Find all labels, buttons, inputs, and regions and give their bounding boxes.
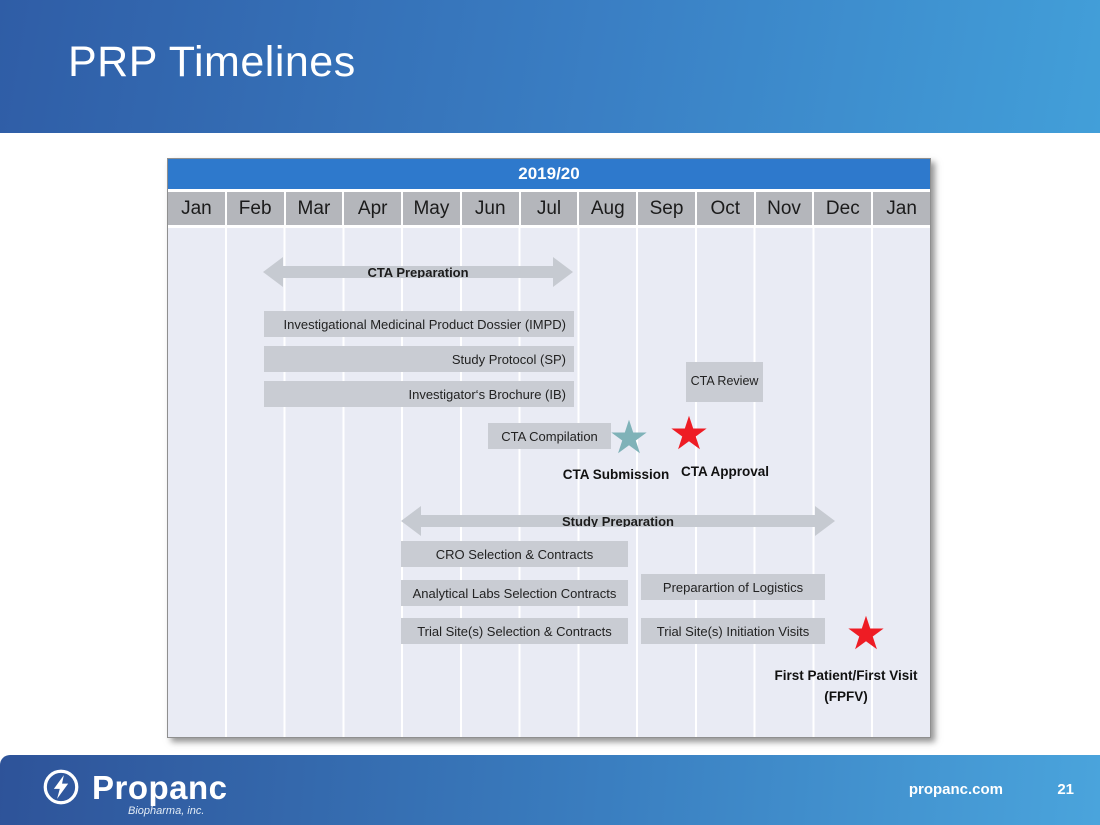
propanc-wordmark: Propanc <box>92 768 228 806</box>
month-cell: Oct <box>696 192 754 225</box>
fpfv-label-line1: First Patient/First Visit <box>774 668 918 683</box>
month-cell: Apr <box>344 192 402 225</box>
slide-header-band: PRP Timelines <box>0 0 1100 133</box>
page-title: PRP Timelines <box>68 38 356 86</box>
month-cell: Mar <box>285 192 343 225</box>
year-header: 2019/20 <box>168 159 930 189</box>
propanc-logo: Propanc <box>40 766 228 808</box>
month-cell: Feb <box>226 192 284 225</box>
cta-submission-star-icon: ★ <box>608 411 650 463</box>
page-number: 21 <box>1057 781 1074 798</box>
milestone-label-fpfv: First Patient/First Visit (FPFV) <box>761 666 931 708</box>
task-bar-trial-site-initiation: Trial Site(s) Initiation Visits <box>641 618 825 644</box>
month-header-row: Jan Feb Mar Apr May Jun Jul Aug Sep Oct … <box>168 192 930 225</box>
month-cell: Sep <box>638 192 695 225</box>
month-cell: Nov <box>755 192 813 225</box>
task-bar-cta-compilation: CTA Compilation <box>488 423 611 449</box>
task-bar-cro-selection: CRO Selection & Contracts <box>401 541 628 567</box>
propanc-logo-icon <box>43 769 79 805</box>
month-cell: May <box>403 192 460 225</box>
task-bar-preparation-logistics: Preparartion of Logistics <box>641 574 825 600</box>
task-bar-analytical-labs: Analytical Labs Selection Contracts <box>401 580 628 606</box>
task-bar-impd: Investigational Medicinal Product Dossie… <box>264 311 574 337</box>
task-bar-trial-site-selection: Trial Site(s) Selection & Contracts <box>401 618 628 644</box>
month-cell: Jan <box>168 192 225 225</box>
fpfv-label-line2: (FPFV) <box>824 688 868 704</box>
slide-footer-band: Propanc Biopharma, inc. propanc.com 21 <box>0 755 1100 825</box>
month-cell: Aug <box>579 192 637 225</box>
fpfv-star-icon: ★ <box>845 607 887 659</box>
milestone-label-cta-submission: CTA Submission <box>562 467 670 482</box>
month-cell: Jan <box>873 192 930 225</box>
cta-approval-star-icon: ★ <box>668 407 710 459</box>
propanc-subtext: Biopharma, inc. <box>128 805 205 817</box>
task-bar-investigators-brochure: Investigator‘s Brochure (IB) <box>264 381 574 407</box>
month-cell: Jun <box>461 192 519 225</box>
task-bar-study-protocol: Study Protocol (SP) <box>264 346 574 372</box>
task-box-cta-review: CTA Review <box>686 362 763 402</box>
month-cell: Dec <box>814 192 872 225</box>
gantt-plot-area: CTA Preparation Investigational Medicina… <box>168 228 930 737</box>
month-cell: Jul <box>520 192 578 225</box>
gantt-chart: 2019/20 Jan Feb Mar Apr May Jun Jul Aug … <box>167 158 931 738</box>
footer-website: propanc.com <box>908 781 1003 798</box>
task-arrow-cta-preparation: CTA Preparation <box>263 257 573 287</box>
milestone-label-cta-approval: CTA Approval <box>680 464 769 479</box>
task-arrow-study-preparation: Study Preparation <box>401 506 835 536</box>
